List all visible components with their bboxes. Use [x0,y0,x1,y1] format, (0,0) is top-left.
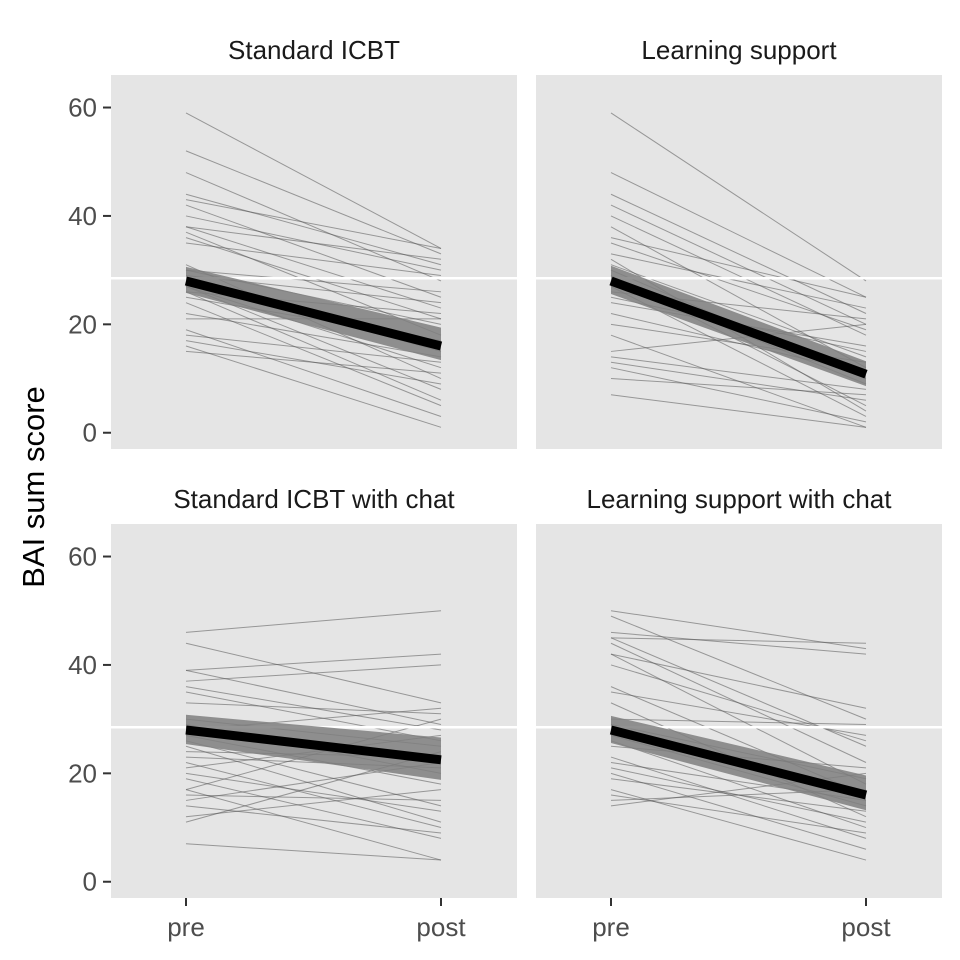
panel-2: Learning support [536,35,942,449]
individual-line [185,664,442,682]
axes-layer: 0 20 40 60 0 20 40 60 pre post pre post [68,93,891,942]
individual-line [185,691,442,742]
individual-line [610,356,867,390]
individual-line [610,253,867,309]
individual-line [610,367,867,423]
individual-line [185,653,442,671]
individual-line [610,237,867,298]
x-tick-label: post [841,912,891,942]
individual-line [610,226,867,369]
mean-line [185,725,442,765]
individual-line [185,669,442,726]
panel-1: Standard ICBT [111,35,517,449]
individual-line [185,199,442,249]
individual-line [610,242,867,331]
individual-line [610,718,867,726]
panel-title: Learning support [641,35,837,65]
individual-line [185,302,442,407]
individual-line [185,740,442,807]
individual-line [185,204,442,298]
individual-line [185,112,442,249]
x-tick-label: pre [592,912,630,942]
y-axis-title: BAI sum score [16,386,51,588]
individual-line [610,653,867,785]
mean-line [609,725,868,800]
individual-line [610,631,867,655]
individual-line [185,226,442,309]
y-tick-label: 0 [83,867,97,897]
individual-line [610,204,867,325]
panel-background [111,75,517,449]
individual-line [610,361,867,401]
x-tick-label: post [416,912,466,942]
individual-line [610,264,867,358]
individual-line [610,637,867,644]
individual-line [185,843,442,861]
individual-lines [610,112,867,428]
panel-3: Standard ICBT with chat [111,484,517,898]
y-tick-label: 40 [68,650,97,680]
individual-line [185,150,442,255]
individual-line [185,762,442,829]
panel-title: Standard ICBT with chat [173,484,455,514]
y-tick-label: 60 [68,93,97,123]
individual-line [185,794,442,801]
mean-line [609,276,868,379]
individual-line [185,772,442,812]
individual-line [185,193,442,266]
y-tick-label: 0 [83,418,97,448]
panel-background [536,75,942,449]
individual-line [610,112,867,282]
individual-line [610,193,867,314]
panel-background [111,524,517,898]
mean-line [184,276,443,351]
individual-line [610,172,867,298]
panel-title: Standard ICBT [228,35,400,65]
individual-line [185,789,442,818]
individual-line [185,242,442,277]
individual-line [610,794,867,834]
individual-line [610,756,867,839]
individual-line [185,350,442,374]
individual-line [610,772,867,850]
individual-line [185,345,442,428]
x-tick-label: pre [167,912,205,942]
individual-line [185,172,442,282]
individual-line [185,291,442,401]
y-tick-label: 60 [68,542,97,572]
y-tick-label: 40 [68,201,97,231]
panel-4: Learning support with chat [536,484,942,898]
y-tick-label: 20 [68,758,97,788]
individual-line [185,312,442,358]
individual-line [185,226,442,260]
individual-line [185,334,442,363]
panel-background [536,524,942,898]
individual-line [610,378,867,396]
individual-line [610,653,867,709]
panels-layer: Standard ICBT Learning support Standard IC… [111,35,942,898]
y-tick-label: 20 [68,309,97,339]
individual-line [185,789,442,861]
individual-line [185,329,442,417]
individual-line [185,269,442,293]
individual-line [185,610,442,633]
individual-line [610,394,867,428]
individual-line [610,615,867,720]
panel-title: Learning support with chat [587,484,893,514]
